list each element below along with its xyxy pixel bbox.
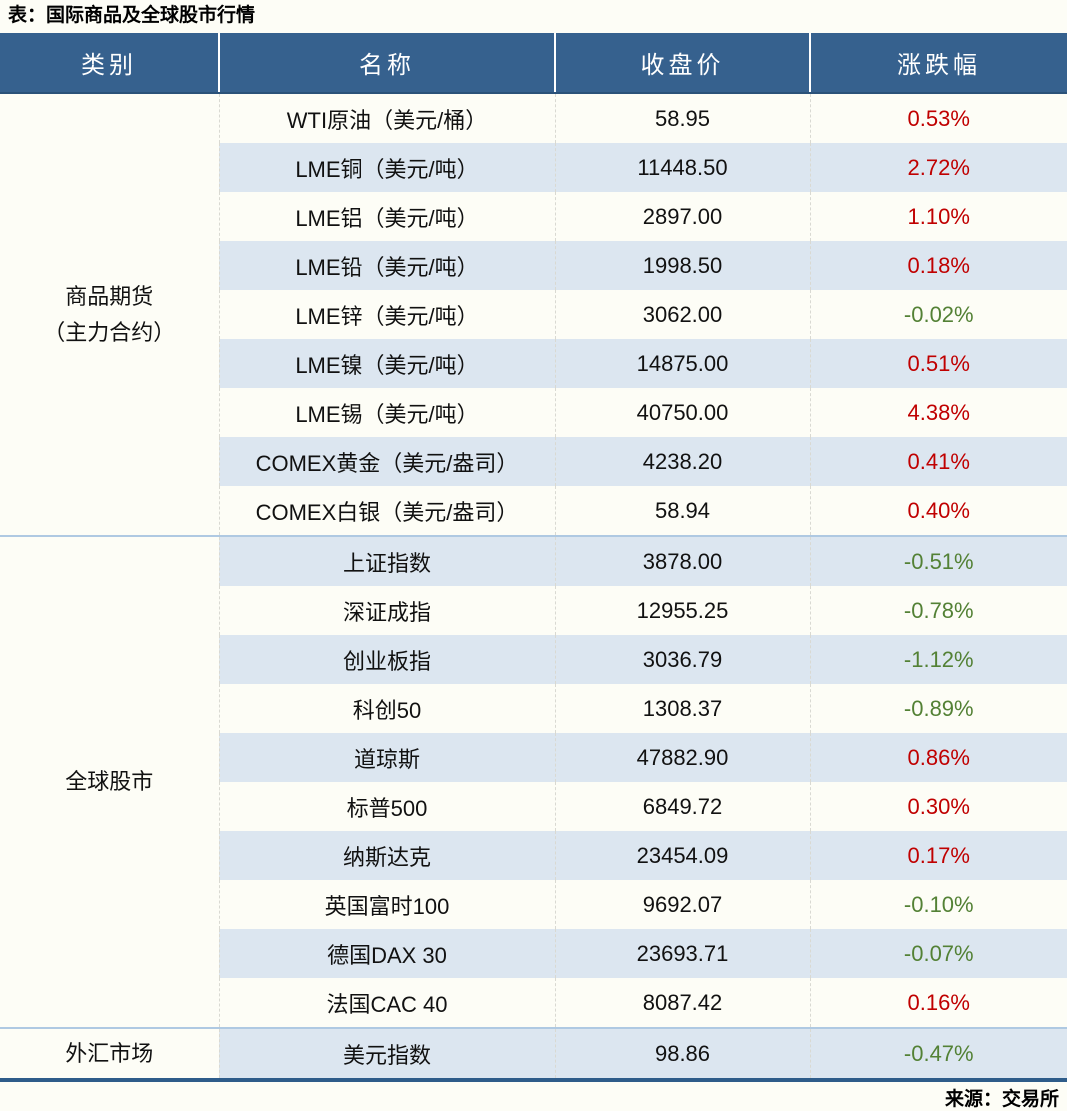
header-name: 名称: [218, 33, 555, 94]
header-row: 类别 名称 收盘价 涨跌幅: [0, 33, 1067, 94]
name-cell: 深证成指: [218, 586, 555, 635]
change-cell: 4.38%: [809, 388, 1067, 437]
change-cell: 0.40%: [809, 486, 1067, 536]
name-cell: 上证指数: [218, 535, 555, 586]
name-cell: 标普500: [218, 782, 555, 831]
category-label-line: 外汇市场: [65, 1040, 154, 1066]
header-close: 收盘价: [554, 33, 810, 94]
change-cell: -0.78%: [809, 586, 1067, 635]
change-cell: -1.12%: [809, 635, 1067, 684]
close-cell: 47882.90: [554, 733, 810, 782]
change-cell: 1.10%: [809, 192, 1067, 241]
change-cell: 0.86%: [809, 733, 1067, 782]
name-cell: LME锌（美元/吨）: [218, 290, 555, 339]
change-cell: -0.02%: [809, 290, 1067, 339]
close-cell: 23693.71: [554, 929, 810, 978]
market-data-table: 类别 名称 收盘价 涨跌幅 商品期货 （主力合约） WTI原油（美元/桶） 58…: [0, 33, 1067, 1082]
change-cell: 0.16%: [809, 978, 1067, 1028]
table-row: COMEX白银（美元/盎司） 58.94 0.40%: [0, 486, 1067, 536]
change-cell: -0.07%: [809, 929, 1067, 978]
change-cell: 0.30%: [809, 782, 1067, 831]
table-row: 道琼斯 47882.90 0.86%: [0, 733, 1067, 782]
name-cell: LME铝（美元/吨）: [218, 192, 555, 241]
close-cell: 3062.00: [554, 290, 810, 339]
change-cell: -0.51%: [809, 535, 1067, 586]
close-cell: 4238.20: [554, 437, 810, 486]
close-cell: 8087.42: [554, 978, 810, 1028]
name-cell: LME铜（美元/吨）: [218, 143, 555, 192]
close-cell: 1998.50: [554, 241, 810, 290]
table-row: 科创50 1308.37 -0.89%: [0, 684, 1067, 733]
table-row: COMEX黄金（美元/盎司） 4238.20 0.41%: [0, 437, 1067, 486]
category-cell-global-stocks: 全球股市: [0, 535, 219, 1028]
name-cell: 法国CAC 40: [218, 978, 555, 1028]
close-cell: 58.95: [554, 93, 810, 143]
close-cell: 11448.50: [554, 143, 810, 192]
table-row: 标普500 6849.72 0.30%: [0, 782, 1067, 831]
table-row: LME铜（美元/吨） 11448.50 2.72%: [0, 143, 1067, 192]
table-row: 法国CAC 40 8087.42 0.16%: [0, 978, 1067, 1028]
source-note: 来源：交易所: [944, 1089, 1059, 1110]
change-cell: 0.53%: [809, 93, 1067, 143]
category-label-line: 全球股市: [65, 769, 154, 794]
close-cell: 14875.00: [554, 339, 810, 388]
table-row: LME铝（美元/吨） 2897.00 1.10%: [0, 192, 1067, 241]
table-row: 英国富时100 9692.07 -0.10%: [0, 880, 1067, 929]
name-cell: WTI原油（美元/桶）: [218, 93, 555, 143]
change-cell: -0.47%: [809, 1027, 1067, 1080]
table-body: 商品期货 （主力合约） WTI原油（美元/桶） 58.95 0.53% LME铜…: [0, 93, 1067, 1080]
table-header: 类别 名称 收盘价 涨跌幅: [0, 33, 1067, 94]
change-cell: -0.10%: [809, 880, 1067, 929]
name-cell: LME镍（美元/吨）: [218, 339, 555, 388]
table-row: LME锡（美元/吨） 40750.00 4.38%: [0, 388, 1067, 437]
category-label-line: 商品期货: [65, 283, 154, 309]
page-title: 表：国际商品及全球股市行情: [8, 5, 256, 26]
close-cell: 6849.72: [554, 782, 810, 831]
name-cell: 英国富时100: [218, 880, 555, 929]
table-row: 全球股市 上证指数 3878.00 -0.51%: [0, 535, 1067, 1028]
change-cell: 0.51%: [809, 339, 1067, 388]
table-row: LME铅（美元/吨） 1998.50 0.18%: [0, 241, 1067, 290]
category-cell-commodities: 商品期货 （主力合约）: [0, 93, 219, 536]
table-row: 外汇市场 美元指数 98.86 -0.47%: [0, 1027, 1067, 1080]
close-cell: 23454.09: [554, 831, 810, 880]
category-cell-forex: 外汇市场: [0, 1027, 219, 1080]
close-cell: 58.94: [554, 486, 810, 536]
change-cell: -0.89%: [809, 684, 1067, 733]
table-row: 商品期货 （主力合约） WTI原油（美元/桶） 58.95 0.53%: [0, 93, 1067, 536]
name-cell: 德国DAX 30: [218, 929, 555, 978]
change-cell: 0.18%: [809, 241, 1067, 290]
name-cell: LME锡（美元/吨）: [218, 388, 555, 437]
name-cell: COMEX白银（美元/盎司）: [218, 486, 555, 536]
table-row: 深证成指 12955.25 -0.78%: [0, 586, 1067, 635]
name-cell: COMEX黄金（美元/盎司）: [218, 437, 555, 486]
name-cell: LME铅（美元/吨）: [218, 241, 555, 290]
close-cell: 1308.37: [554, 684, 810, 733]
name-cell: 科创50: [218, 684, 555, 733]
close-cell: 3878.00: [554, 535, 810, 586]
close-cell: 3036.79: [554, 635, 810, 684]
table-row: LME锌（美元/吨） 3062.00 -0.02%: [0, 290, 1067, 339]
table-row: LME镍（美元/吨） 14875.00 0.51%: [0, 339, 1067, 388]
header-change: 涨跌幅: [809, 33, 1067, 94]
change-cell: 2.72%: [809, 143, 1067, 192]
close-cell: 98.86: [554, 1027, 810, 1080]
table-row: 德国DAX 30 23693.71 -0.07%: [0, 929, 1067, 978]
table-row: 创业板指 3036.79 -1.12%: [0, 635, 1067, 684]
table-row: 纳斯达克 23454.09 0.17%: [0, 831, 1067, 880]
category-label-line: （主力合约）: [43, 319, 176, 345]
change-cell: 0.17%: [809, 831, 1067, 880]
close-cell: 12955.25: [554, 586, 810, 635]
name-cell: 纳斯达克: [218, 831, 555, 880]
header-category: 类别: [0, 33, 219, 94]
name-cell: 美元指数: [218, 1027, 555, 1080]
close-cell: 9692.07: [554, 880, 810, 929]
name-cell: 创业板指: [218, 635, 555, 684]
close-cell: 2897.00: [554, 192, 810, 241]
close-cell: 40750.00: [554, 388, 810, 437]
name-cell: 道琼斯: [218, 733, 555, 782]
change-cell: 0.41%: [809, 437, 1067, 486]
